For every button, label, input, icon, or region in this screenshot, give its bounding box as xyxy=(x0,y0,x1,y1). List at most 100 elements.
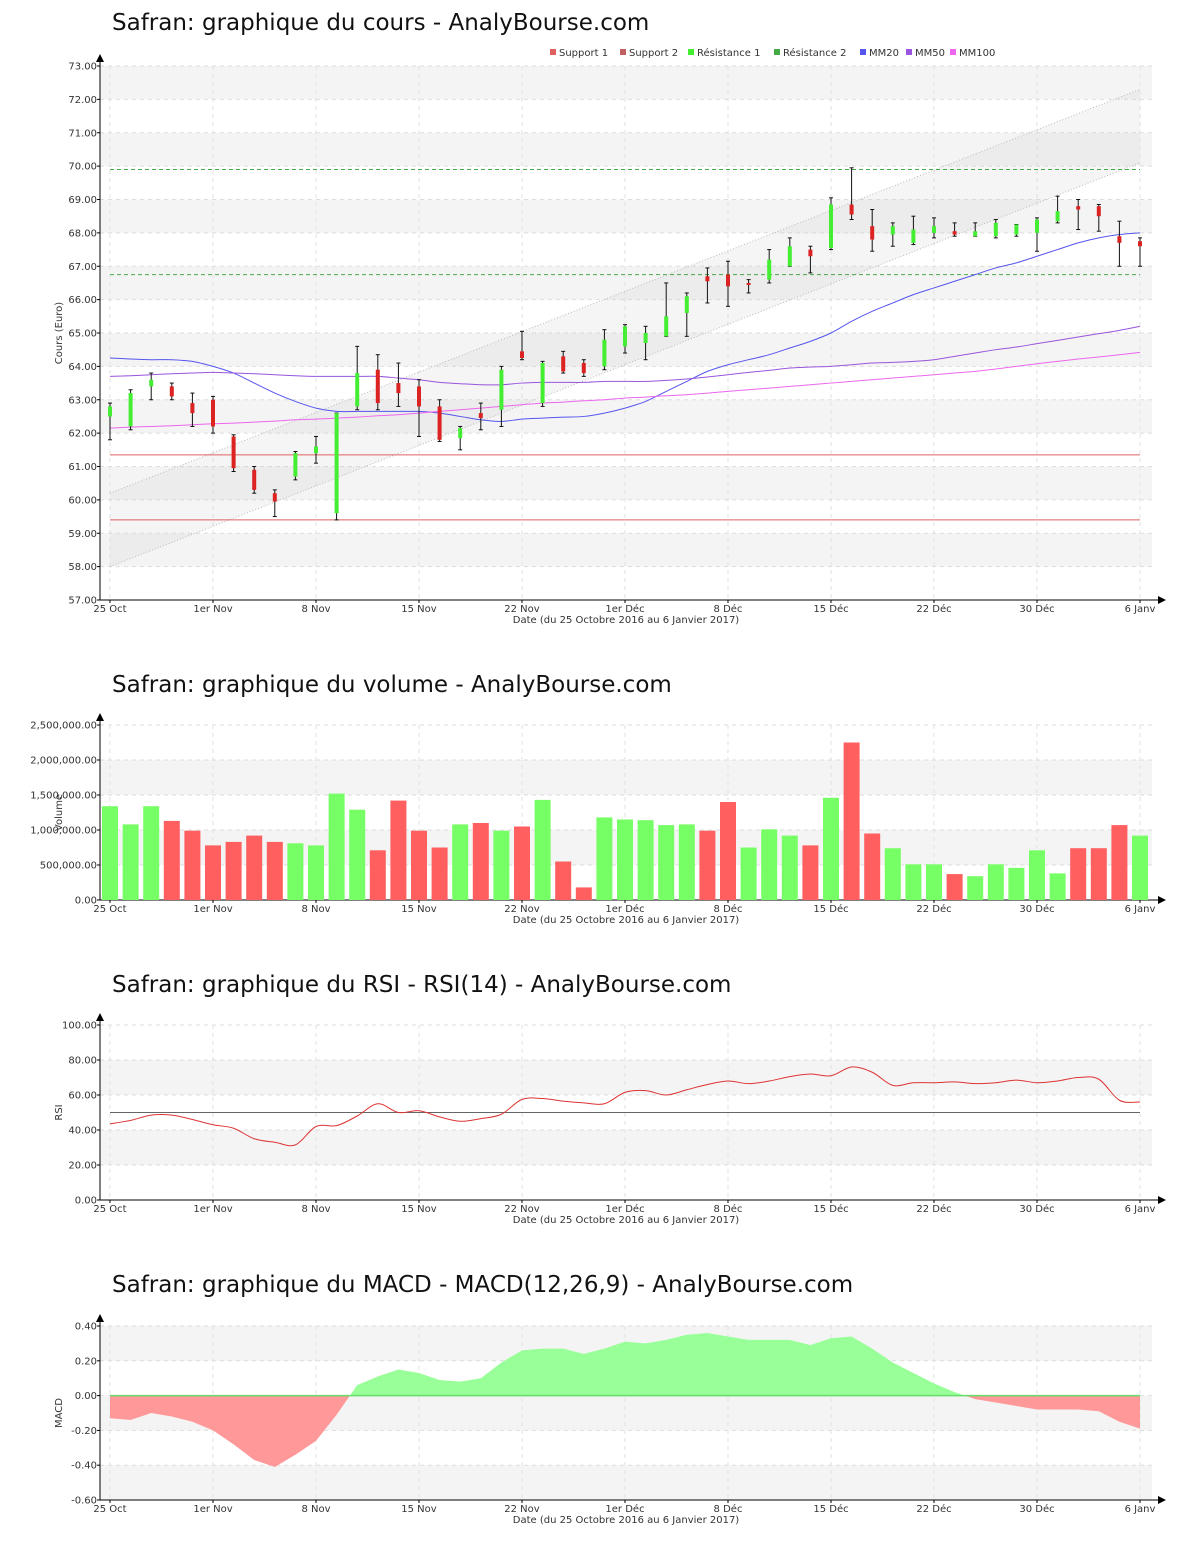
volume-bar xyxy=(390,800,407,900)
x-tick-label: 15 Nov xyxy=(401,904,437,915)
candle-body xyxy=(1035,219,1039,233)
candle-body xyxy=(581,363,586,374)
x-axis-label: Date (du 25 Octobre 2016 au 6 Janvier 20… xyxy=(513,615,740,626)
candle-body xyxy=(169,386,174,397)
x-tick-label: 6 Janv xyxy=(1125,904,1156,915)
candle-body xyxy=(108,406,112,417)
x-axis-label: Date (du 25 Octobre 2016 au 6 Janvier 20… xyxy=(513,915,740,926)
candle-body xyxy=(190,403,195,414)
grid-band xyxy=(100,399,1152,434)
volume-bar xyxy=(369,850,386,900)
legend-label: Résistance 2 xyxy=(783,47,846,59)
volume-bar xyxy=(1111,825,1128,900)
y-axis-arrow xyxy=(96,1314,104,1322)
volume-bar xyxy=(452,824,469,900)
macd-negative-area xyxy=(110,1395,350,1467)
y-tick-label: 500,000.00 xyxy=(40,861,97,872)
candle-body xyxy=(787,246,792,267)
x-axis-arrow xyxy=(1158,1496,1166,1504)
x-axis-label: Date (du 25 Octobre 2016 au 6 Janvier 20… xyxy=(513,1515,740,1526)
candle-body xyxy=(1055,211,1060,222)
x-tick-label: 8 Déc xyxy=(714,603,743,615)
volume-bar xyxy=(1049,873,1066,900)
x-tick-label: 1er Nov xyxy=(193,904,232,915)
grid-band xyxy=(100,533,1152,567)
candle-body xyxy=(293,453,298,477)
y-tick-label: 57.00 xyxy=(68,596,97,607)
grid-band xyxy=(100,132,1152,167)
candle-body xyxy=(973,231,978,237)
candle-body xyxy=(458,428,463,439)
y-axis-arrow xyxy=(96,1013,104,1021)
volume-bar xyxy=(823,797,839,900)
volume-bar xyxy=(617,819,633,900)
candle-body xyxy=(664,316,669,337)
y-tick-label: 2,000,000.00 xyxy=(30,756,97,767)
volume-bar xyxy=(431,847,448,900)
legend-label: MM20 xyxy=(869,48,899,59)
candle-body xyxy=(849,204,854,215)
y-tick-label: 70.00 xyxy=(68,162,97,173)
legend-swatch xyxy=(774,49,780,55)
volume-bar xyxy=(1008,867,1025,900)
x-tick-label: 8 Déc xyxy=(714,1203,743,1215)
volume-bar xyxy=(761,829,778,900)
candle-body xyxy=(1138,241,1142,247)
y-tick-label: 68.00 xyxy=(68,228,97,239)
volume-bar xyxy=(637,820,654,900)
y-tick-label: 0.00 xyxy=(75,1391,97,1402)
volume-bar xyxy=(1132,835,1148,900)
y-tick-label: 0.20 xyxy=(75,1356,97,1367)
volume-bar xyxy=(102,806,118,900)
volume-bar xyxy=(328,793,345,900)
ma-line-mm20 xyxy=(109,232,1141,422)
x-tick-label: 25 Oct xyxy=(93,904,126,915)
volume-bar xyxy=(205,845,221,900)
grid-band xyxy=(100,1130,1152,1165)
candle-body xyxy=(478,413,483,419)
volume-bar xyxy=(143,806,160,900)
y-tick-label: 71.00 xyxy=(68,128,97,139)
volume-bar xyxy=(1090,848,1107,900)
y-axis-label: Cours (Euro) xyxy=(54,302,65,365)
volume-bar xyxy=(349,809,366,900)
x-tick-label: 1er Déc xyxy=(605,1203,644,1215)
x-tick-label: 30 Déc xyxy=(1019,1203,1054,1215)
volume-bar xyxy=(266,841,283,900)
x-tick-label: 1er Nov xyxy=(193,604,232,615)
x-tick-label: 6 Janv xyxy=(1125,604,1156,615)
rsi-chart: 0.00 20.00 40.00 60.00 80.00 100.00 RSI 25 Oct 1… xyxy=(54,1013,1166,1226)
candle-body xyxy=(355,373,360,407)
macd-negative-area xyxy=(964,1395,1140,1429)
volume-bar xyxy=(884,848,901,900)
x-tick-label: 22 Nov xyxy=(504,904,540,915)
volume-bar xyxy=(781,835,798,900)
y-tick-label: 72.00 xyxy=(68,95,97,106)
volume-bar xyxy=(1070,848,1087,900)
y-axis-arrow xyxy=(96,54,104,62)
x-tick-label: 22 Déc xyxy=(916,1203,951,1215)
macd-chart-title: Safran: graphique du MACD - MACD(12,26,9… xyxy=(112,1272,854,1298)
candle-body xyxy=(1096,206,1101,217)
price-chart: 57.00 58.00 59.00 60.00 61.00 62.00 63.00 64.00… xyxy=(54,47,1166,626)
volume-panel: Safran: graphique du volume - AnalyBours… xyxy=(30,672,1166,926)
candle-body xyxy=(375,369,380,404)
legend-swatch xyxy=(550,49,556,55)
volume-bar xyxy=(987,864,1004,900)
candle-body xyxy=(272,493,277,502)
volume-bar xyxy=(905,864,922,900)
volume-bar xyxy=(843,742,860,900)
x-tick-label: 15 Déc xyxy=(813,1503,848,1515)
candle-body xyxy=(684,296,689,313)
volume-bar xyxy=(122,824,139,900)
volume-bar xyxy=(246,835,263,900)
x-tick-label: 8 Nov xyxy=(301,1504,330,1515)
volume-bar xyxy=(411,830,427,900)
candle-body xyxy=(767,259,772,280)
x-tick-label: 15 Nov xyxy=(401,1504,437,1515)
y-tick-label: 40.00 xyxy=(68,1126,97,1137)
volume-bar xyxy=(699,830,716,900)
volume-bar xyxy=(514,826,530,900)
candle-body xyxy=(499,369,504,410)
rsi-panel: Safran: graphique du RSI - RSI(14) - Ana… xyxy=(54,972,1166,1226)
